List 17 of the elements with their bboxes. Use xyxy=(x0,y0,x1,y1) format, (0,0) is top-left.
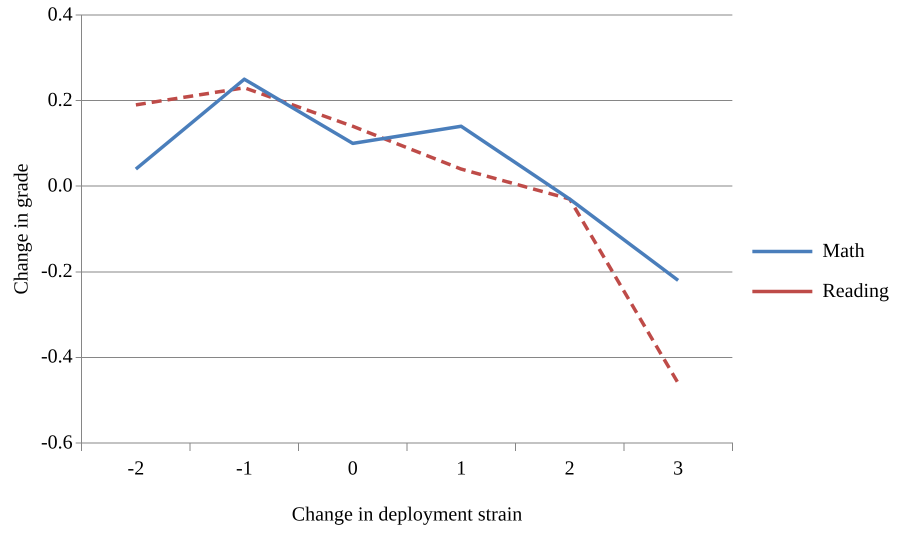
y-tick-label: 0.2 xyxy=(48,88,73,111)
y-tick-label: -0.4 xyxy=(40,346,73,368)
x-tick-label: -2 xyxy=(128,457,144,480)
legend-label: Math xyxy=(822,240,865,262)
x-axis-title: Change in deployment strain xyxy=(292,503,522,526)
x-tick-label: 1 xyxy=(456,457,466,480)
x-tick-label: 0 xyxy=(348,457,358,480)
x-tick-label: 3 xyxy=(673,457,684,480)
line-series xyxy=(134,86,680,385)
y-tick-label: -0.6 xyxy=(40,431,73,454)
x-tick-label: 2 xyxy=(564,457,575,480)
legend-label: Reading xyxy=(822,280,890,302)
y-tick-label: 0.4 xyxy=(48,3,73,26)
y-tick-label: 0.0 xyxy=(48,174,73,196)
y-axis-title: Change in grade xyxy=(10,163,32,295)
y-tick-label: -0.2 xyxy=(40,260,73,282)
x-tick-label: -1 xyxy=(236,457,253,480)
